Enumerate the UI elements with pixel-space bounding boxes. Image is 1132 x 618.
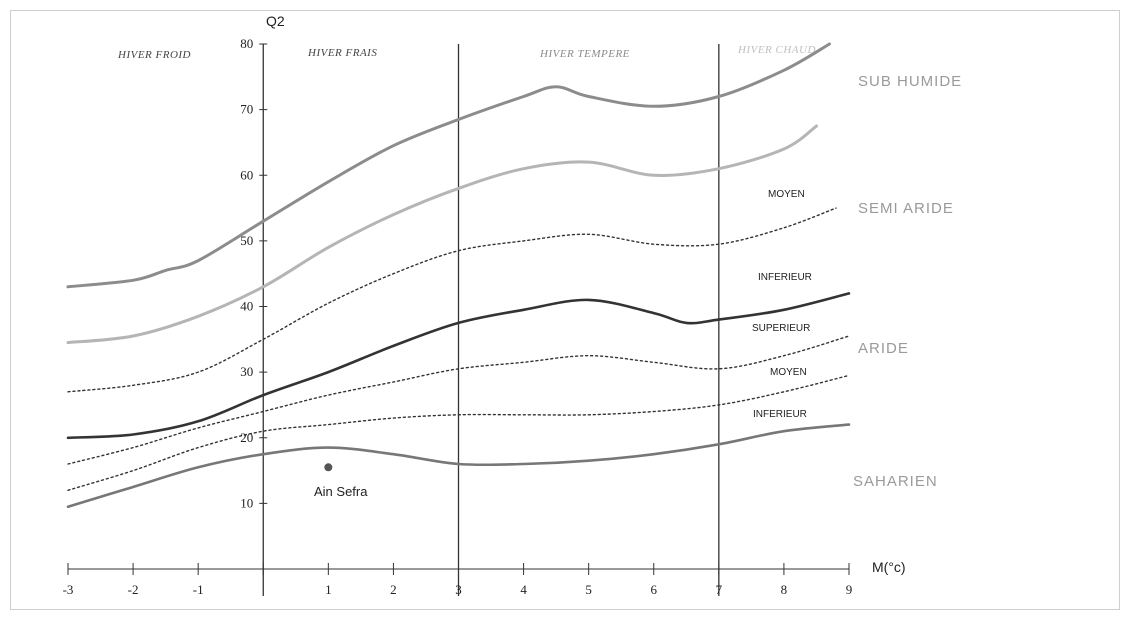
x-tick-label: 4 <box>520 582 527 597</box>
data-points <box>324 463 333 472</box>
sub-zone-label: MOYEN <box>770 367 807 378</box>
axes: -3 -2 -1 1 2 3 4 5 6 7 8 9 10 20 30 40 50 60 70 80 <box>63 36 853 597</box>
y-tick-label: 60 <box>240 167 253 182</box>
x-tick-label: 1 <box>325 582 332 597</box>
sub-zone-label: MOYEN <box>768 189 805 200</box>
x-tick-label: -2 <box>128 582 139 597</box>
x-tick-label: 2 <box>390 582 397 597</box>
sub-zone-label: INFERIEUR <box>753 409 807 420</box>
winter-zone-label: HIVER CHAUD <box>737 44 816 56</box>
series-line <box>66 423 851 508</box>
x-tick-label: 3 <box>455 582 462 597</box>
climate-zone-label: ARIDE <box>858 340 909 357</box>
series-line <box>66 42 831 289</box>
series-line <box>67 207 837 393</box>
y-tick-label: 50 <box>240 233 253 248</box>
series-line <box>66 124 818 345</box>
y-tick-label: 40 <box>240 299 253 314</box>
climate-zone-label: SEMI ARIDE <box>858 200 954 217</box>
series-line <box>67 335 850 465</box>
y-tick-label: 10 <box>240 495 253 510</box>
climate-zone-label: SUB HUMIDE <box>858 73 962 90</box>
winter-zone-label: HIVER FRAIS <box>307 47 377 59</box>
sub-zone-label: INFERIEUR <box>758 272 812 283</box>
data-point <box>324 463 333 472</box>
chart-frame <box>10 10 1120 610</box>
series-line <box>66 292 851 440</box>
zone-boundaries <box>262 44 720 596</box>
x-tick-label: 8 <box>781 582 788 597</box>
climate-zone-label: SAHARIEN <box>853 473 938 490</box>
x-tick-label: 9 <box>846 582 853 597</box>
series-line <box>67 374 850 491</box>
y-tick-label: 20 <box>240 430 253 445</box>
labels: Q2 M(°c) HIVER FROID HIVER FRAIS HIVER T… <box>117 13 962 575</box>
point-label: Ain Sefra <box>314 484 368 499</box>
y-tick-label: 70 <box>240 102 253 117</box>
x-tick-label: -3 <box>63 582 74 597</box>
y-tick-label: 30 <box>240 364 253 379</box>
winter-zone-label: HIVER FROID <box>117 49 191 61</box>
x-tick-label: 6 <box>651 582 658 597</box>
sub-zone-label: SUPERIEUR <box>752 323 810 334</box>
y-axis-label: Q2 <box>266 13 285 29</box>
winter-zone-label: HIVER TEMPERE <box>539 48 630 60</box>
x-tick-label: 7 <box>716 582 723 597</box>
x-tick-label: 5 <box>585 582 592 597</box>
x-tick-label: -1 <box>193 582 204 597</box>
series-lines <box>66 42 851 508</box>
x-axis-label: M(°c) <box>872 559 906 575</box>
y-tick-label: 80 <box>240 36 253 51</box>
